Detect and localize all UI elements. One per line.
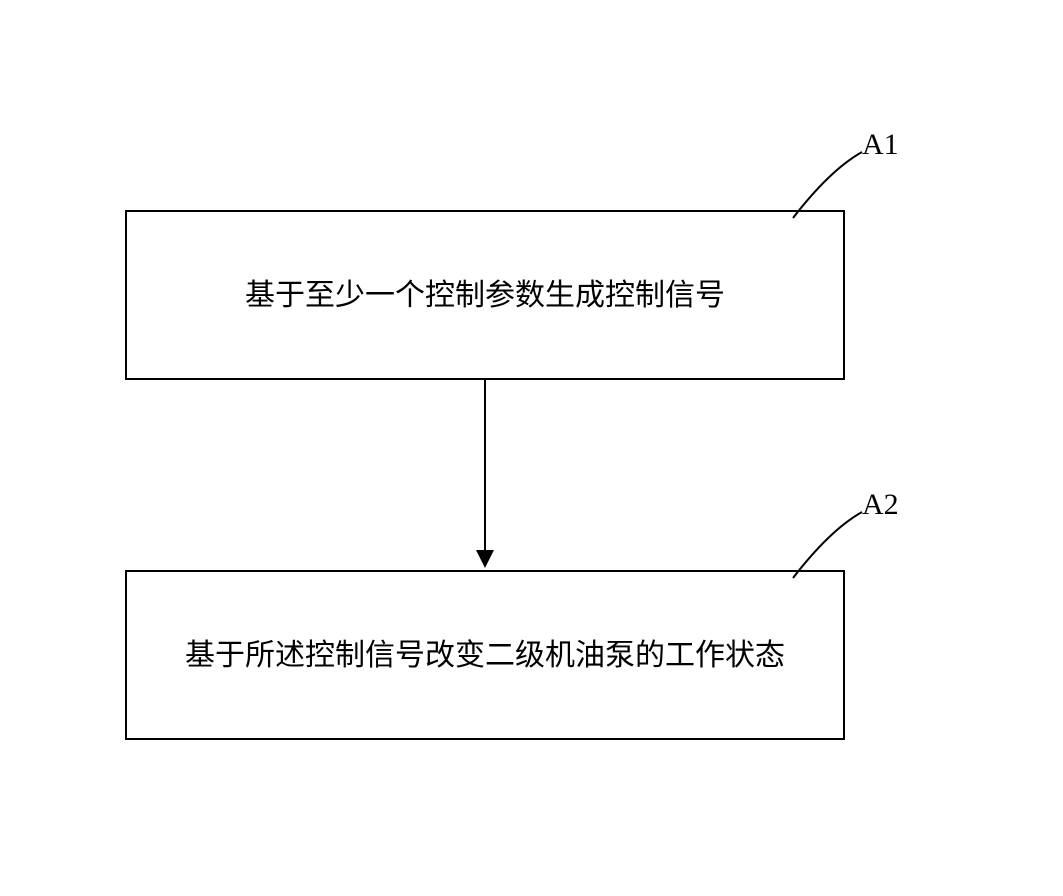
node-label-A2: A2 [862, 488, 899, 522]
flowchart-node-A2: 基于所述控制信号改变二级机油泵的工作状态 [125, 570, 845, 740]
node-label-A1: A1 [862, 128, 899, 162]
callout-curve-A1 [789, 148, 866, 222]
flowchart-canvas: 基于至少一个控制参数生成控制信号 A1 基于所述控制信号改变二级机油泵的工作状态 A2 [0, 0, 1063, 896]
flowchart-arrow [465, 378, 505, 572]
flowchart-node-A1: 基于至少一个控制参数生成控制信号 [125, 210, 845, 380]
node-text: 基于所述控制信号改变二级机油泵的工作状态 [185, 633, 785, 678]
callout-curve-A2 [789, 508, 866, 582]
node-text: 基于至少一个控制参数生成控制信号 [245, 273, 725, 318]
